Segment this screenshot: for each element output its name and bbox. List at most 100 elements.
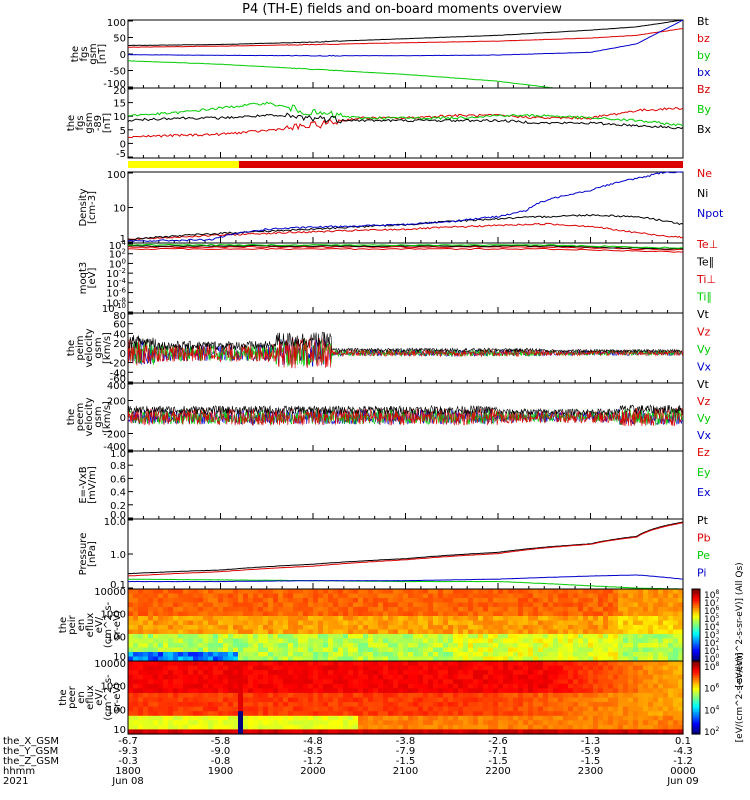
heatmap-cell xyxy=(418,706,424,712)
heatmap-cell xyxy=(218,602,224,608)
y-tick-label: 400 xyxy=(107,381,126,392)
heatmap-cell xyxy=(533,634,539,640)
heatmap-cell xyxy=(483,679,489,685)
heatmap-cell xyxy=(453,589,459,595)
heatmap-cell xyxy=(543,629,549,635)
heatmap-cell xyxy=(213,598,219,604)
heatmap-cell xyxy=(313,729,319,735)
y-axis-label: velocity xyxy=(84,328,95,367)
heatmap-cell xyxy=(603,702,609,708)
heatmap-cell xyxy=(673,697,679,703)
heatmap-cell xyxy=(533,589,539,595)
colorbar-cell xyxy=(692,598,700,602)
footer-value: -1.5 xyxy=(581,756,601,767)
colorbar-cell xyxy=(692,717,700,720)
heatmap-cell xyxy=(293,616,299,622)
heatmap-cell xyxy=(573,598,579,604)
heatmap-cell xyxy=(438,656,444,662)
heatmap-cell xyxy=(223,607,229,613)
heatmap-cell xyxy=(323,688,329,694)
heatmap-cell xyxy=(448,711,454,717)
heatmap-cell xyxy=(598,652,604,658)
heatmap-cell xyxy=(333,625,339,631)
heatmap-cell xyxy=(628,715,634,721)
heatmap-cell xyxy=(343,670,349,676)
heatmap-cell xyxy=(328,625,334,631)
heatmap-cell xyxy=(218,679,224,685)
panel-peem-velocity: 4002000-200-400thepeemvelocitygsm[km/s]V… xyxy=(66,378,712,453)
heatmap-cell xyxy=(323,656,329,662)
y-tick-label: 100 xyxy=(107,170,126,181)
heatmap-cell xyxy=(148,702,154,708)
panel-moqt3: 10410210010-210-410-610-810-10moqt3[eV]T… xyxy=(78,238,718,315)
heatmap-cell xyxy=(328,711,334,717)
heatmap-cell xyxy=(463,679,469,685)
heatmap-cell xyxy=(238,702,244,708)
heatmap-cell xyxy=(178,724,184,731)
heatmap-cell xyxy=(628,724,634,731)
heatmap-cell xyxy=(198,616,204,622)
heatmap-cell xyxy=(143,620,149,626)
heatmap-cell xyxy=(633,729,639,735)
heatmap-cell xyxy=(173,593,179,599)
heatmap-cell xyxy=(563,625,569,631)
heatmap-cell xyxy=(523,702,529,708)
heatmap-cell xyxy=(393,692,399,699)
y-tick-label: 0.6 xyxy=(110,474,126,485)
heatmap-cell xyxy=(318,697,324,703)
heatmap-cell xyxy=(333,616,339,622)
heatmap-cell xyxy=(338,638,344,644)
heatmap-cell xyxy=(378,634,384,640)
heatmap-cell xyxy=(553,589,559,595)
heatmap-cell xyxy=(388,702,394,708)
heatmap-cell xyxy=(308,625,314,631)
heatmap-cell xyxy=(218,711,224,717)
heatmap-cell xyxy=(138,702,144,708)
heatmap-cell xyxy=(203,706,209,712)
heatmap-cell xyxy=(588,620,594,626)
heatmap-cell xyxy=(203,674,209,680)
heatmap-cell xyxy=(518,598,524,604)
heatmap-cell xyxy=(463,706,469,712)
heatmap-cell xyxy=(678,647,684,653)
heatmap-cell xyxy=(593,702,599,708)
heatmap-cell xyxy=(373,656,379,662)
heatmap-cell xyxy=(258,602,264,608)
heatmap-cell xyxy=(533,706,539,712)
heatmap-cell xyxy=(383,724,389,731)
heatmap-cell xyxy=(173,697,179,703)
heatmap-cell xyxy=(398,616,404,622)
heatmap-cell xyxy=(638,692,644,699)
heatmap-cell xyxy=(603,711,609,717)
heatmap-cell xyxy=(468,688,474,694)
heatmap-cell xyxy=(638,589,644,595)
heatmap-cell xyxy=(248,697,254,703)
heatmap-cell xyxy=(673,598,679,604)
heatmap-cell xyxy=(458,652,464,658)
heatmap-cell xyxy=(148,656,154,662)
heatmap-cell xyxy=(668,702,674,708)
heatmap-cell xyxy=(523,616,529,622)
heatmap-cell xyxy=(583,643,589,649)
heatmap-cell xyxy=(363,643,369,649)
heatmap-cell xyxy=(578,661,584,667)
heatmap-cell xyxy=(433,607,439,613)
heatmap-cell xyxy=(403,661,409,667)
heatmap-cell xyxy=(188,647,194,653)
heatmap-cell xyxy=(163,711,169,717)
heatmap-cell xyxy=(283,697,289,703)
heatmap-cell xyxy=(458,629,464,635)
heatmap-cell xyxy=(598,688,604,694)
heatmap-cell xyxy=(498,656,504,662)
heatmap-cell xyxy=(323,652,329,658)
heatmap-cell xyxy=(198,724,204,731)
heatmap-cell xyxy=(228,715,234,721)
heatmap-cell xyxy=(153,724,159,731)
heatmap-cell xyxy=(208,720,214,726)
heatmap-cell xyxy=(158,643,164,649)
heatmap-cell xyxy=(133,665,139,671)
heatmap-cell xyxy=(318,692,324,699)
heatmap-cell xyxy=(443,634,449,640)
heatmap-cell xyxy=(338,593,344,599)
heatmap-cell xyxy=(223,634,229,640)
